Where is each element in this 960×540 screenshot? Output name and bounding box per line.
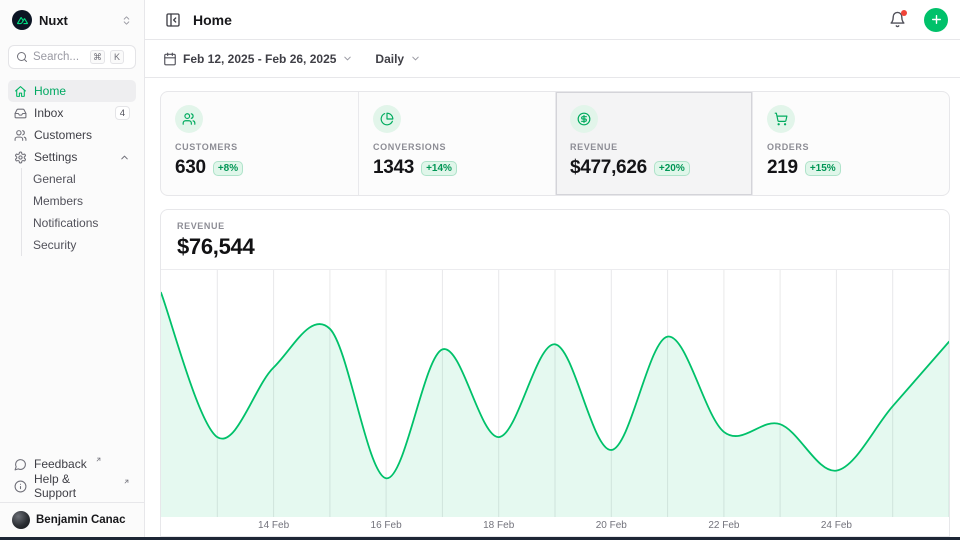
stat-delta-badge: +15% bbox=[805, 161, 841, 176]
sidebar-item-customers[interactable]: Customers bbox=[8, 124, 136, 146]
stat-delta-badge: +20% bbox=[654, 161, 690, 176]
x-tick-label: 14 Feb bbox=[258, 520, 289, 531]
sidebar-divider bbox=[0, 502, 144, 503]
sidebar-item-label: Inbox bbox=[34, 106, 63, 120]
chevron-down-icon bbox=[342, 53, 353, 64]
chart-total-value: $76,544 bbox=[177, 234, 933, 260]
sidebar-item-security[interactable]: Security bbox=[22, 234, 136, 256]
stat-value: 219 bbox=[767, 157, 798, 179]
sub-item-label: Security bbox=[33, 238, 76, 252]
stats-grid: CUSTOMERS 630 +8% CONVERSIONS 1343 +14% bbox=[160, 91, 950, 196]
stat-label: CONVERSIONS bbox=[373, 142, 541, 152]
user-menu[interactable]: Benjamin Canac bbox=[8, 508, 136, 532]
search-input-wrapper[interactable]: ⌘ K bbox=[8, 45, 136, 69]
stat-card-customers[interactable]: CUSTOMERS 630 +8% bbox=[161, 92, 358, 195]
sidebar-item-label: Feedback bbox=[34, 457, 87, 471]
x-tick-label: 16 Feb bbox=[371, 520, 402, 531]
date-range-label: Feb 12, 2025 - Feb 26, 2025 bbox=[183, 52, 336, 66]
kbd-cmd: ⌘ bbox=[90, 50, 105, 64]
stat-label: REVENUE bbox=[570, 142, 738, 152]
chart-x-axis-labels: 14 Feb 16 Feb 18 Feb 20 Feb 22 Feb 24 Feb bbox=[161, 517, 949, 536]
sidebar-item-members[interactable]: Members bbox=[22, 190, 136, 212]
stat-value: $477,626 bbox=[570, 157, 647, 179]
chevron-down-icon bbox=[410, 53, 421, 64]
sidebar-item-label: Settings bbox=[34, 150, 77, 164]
date-range-picker[interactable]: Feb 12, 2025 - Feb 26, 2025 bbox=[161, 48, 355, 70]
users-icon bbox=[14, 129, 27, 142]
notification-dot bbox=[901, 10, 907, 16]
info-circle-icon bbox=[14, 480, 27, 493]
gear-icon bbox=[14, 151, 27, 164]
user-name: Benjamin Canac bbox=[36, 514, 125, 526]
chevron-up-icon bbox=[119, 152, 130, 163]
x-tick-label: 20 Feb bbox=[596, 520, 627, 531]
sidebar-item-inbox[interactable]: Inbox 4 bbox=[8, 102, 136, 124]
revenue-chart-card: REVENUE $76,544 14 Feb 16 Feb 18 Feb 20 Feb… bbox=[160, 209, 950, 537]
stat-label: ORDERS bbox=[767, 142, 935, 152]
revenue-chart-header: REVENUE $76,544 bbox=[161, 210, 949, 270]
sidebar-item-notifications[interactable]: Notifications bbox=[22, 212, 136, 234]
sub-item-label: General bbox=[33, 172, 76, 186]
chart-canvas bbox=[161, 270, 949, 517]
chart-label: REVENUE bbox=[177, 221, 933, 231]
collapse-sidebar-button[interactable] bbox=[161, 8, 185, 32]
dashboard-content: CUSTOMERS 630 +8% CONVERSIONS 1343 +14% bbox=[145, 78, 960, 540]
user-avatar bbox=[12, 511, 30, 529]
shopping-cart-icon bbox=[767, 105, 795, 133]
dashboard-app: Nuxt ⌘ K Home Inbox 4 Customers bbox=[0, 0, 960, 540]
workspace-name: Nuxt bbox=[39, 13, 68, 28]
page-header: Home bbox=[145, 0, 960, 40]
sidebar-item-label: Customers bbox=[34, 128, 92, 142]
message-circle-icon bbox=[14, 458, 27, 471]
circle-dollar-icon bbox=[570, 105, 598, 133]
sidebar-nav: Home Inbox 4 Customers Settings General … bbox=[8, 80, 136, 256]
panel-left-close-icon bbox=[165, 12, 181, 28]
add-button[interactable] bbox=[924, 8, 948, 32]
search-input[interactable] bbox=[33, 51, 85, 63]
stat-label: CUSTOMERS bbox=[175, 142, 344, 152]
stat-delta-badge: +14% bbox=[421, 161, 457, 176]
stat-card-conversions[interactable]: CONVERSIONS 1343 +14% bbox=[358, 92, 555, 195]
sidebar-item-settings[interactable]: Settings bbox=[8, 146, 136, 168]
sidebar-item-label: Help & Support bbox=[34, 472, 115, 500]
interval-select[interactable]: Daily bbox=[373, 48, 423, 70]
users-icon bbox=[175, 105, 203, 133]
interval-label: Daily bbox=[375, 52, 404, 66]
x-tick-label: 24 Feb bbox=[821, 520, 852, 531]
filters-toolbar: Feb 12, 2025 - Feb 26, 2025 Daily bbox=[145, 40, 960, 78]
sidebar-item-home[interactable]: Home bbox=[8, 80, 136, 102]
x-tick-label: 18 Feb bbox=[483, 520, 514, 531]
kbd-k: K bbox=[110, 50, 124, 64]
sidebar-item-general[interactable]: General bbox=[22, 168, 136, 190]
nuxt-logo-icon bbox=[12, 10, 32, 30]
plus-icon bbox=[930, 13, 943, 26]
external-link-icon bbox=[95, 456, 102, 463]
stat-card-revenue[interactable]: REVENUE $477,626 +20% bbox=[555, 92, 752, 195]
sub-item-label: Notifications bbox=[33, 216, 98, 230]
stat-value: 1343 bbox=[373, 157, 414, 179]
stat-card-orders[interactable]: ORDERS 219 +15% bbox=[752, 92, 949, 195]
chevrons-up-down-icon bbox=[121, 15, 132, 26]
house-icon bbox=[14, 85, 27, 98]
revenue-area-chart[interactable] bbox=[161, 270, 949, 517]
sidebar: Nuxt ⌘ K Home Inbox 4 Customers bbox=[0, 0, 145, 540]
external-link-icon bbox=[123, 478, 130, 485]
stat-value: 630 bbox=[175, 157, 206, 179]
search-icon bbox=[16, 51, 28, 63]
main-area: Home Feb 12, 2025 - Feb 26, 2025 Daily bbox=[145, 0, 960, 540]
workspace-switcher[interactable]: Nuxt bbox=[8, 8, 136, 32]
settings-submenu: General Members Notifications Security bbox=[21, 168, 136, 256]
stat-delta-badge: +8% bbox=[213, 161, 243, 176]
x-tick-label: 22 Feb bbox=[708, 520, 739, 531]
inbox-count-badge: 4 bbox=[115, 106, 130, 120]
notifications-button[interactable] bbox=[885, 7, 910, 32]
sidebar-item-help-support[interactable]: Help & Support bbox=[8, 475, 136, 497]
calendar-icon bbox=[163, 52, 177, 66]
inbox-icon bbox=[14, 107, 27, 120]
page-title: Home bbox=[193, 12, 232, 28]
chart-pie-icon bbox=[373, 105, 401, 133]
sub-item-label: Members bbox=[33, 194, 83, 208]
sidebar-item-label: Home bbox=[34, 84, 66, 98]
